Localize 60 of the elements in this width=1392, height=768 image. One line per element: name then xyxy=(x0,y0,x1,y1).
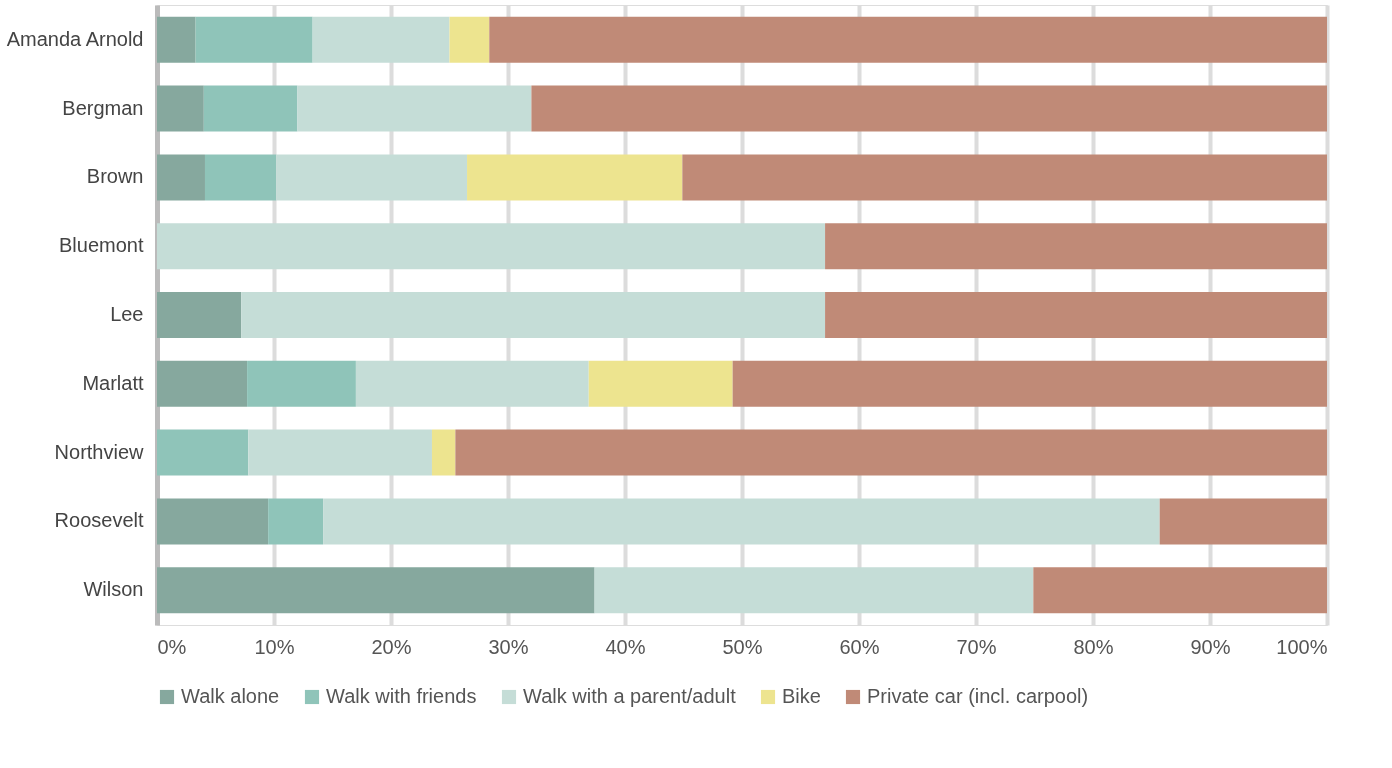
bar xyxy=(594,567,1034,614)
legend-label: Walk with a parent/adult xyxy=(523,685,737,707)
x-tick-label: 60% xyxy=(839,635,880,658)
bar xyxy=(682,154,1327,201)
y-tick-label: Bergman xyxy=(62,96,144,119)
x-tick-label: 80% xyxy=(1073,635,1114,658)
bar xyxy=(323,498,1160,545)
bar xyxy=(1159,498,1327,545)
x-tick-label: 90% xyxy=(1190,635,1231,658)
bar xyxy=(467,154,683,201)
bar xyxy=(732,360,1327,407)
bar xyxy=(241,292,826,338)
x-tick-label: 40% xyxy=(605,635,646,658)
y-tick-label: Brown xyxy=(86,165,144,188)
bar xyxy=(355,360,589,407)
y-tick-label: Roosevelt xyxy=(54,509,144,532)
bar xyxy=(157,85,204,132)
x-tick-label: 30% xyxy=(488,635,529,658)
legend-label: Walk with friends xyxy=(326,685,477,707)
bar xyxy=(157,360,248,407)
bar xyxy=(195,16,313,63)
y-tick-label: Northview xyxy=(54,440,145,463)
bar xyxy=(248,429,432,476)
bar xyxy=(268,498,324,545)
bar xyxy=(297,85,532,132)
x-tick-label: 50% xyxy=(722,635,763,658)
x-tick-label: 100% xyxy=(1276,635,1328,658)
legend-label: Private car (incl. carpool) xyxy=(867,685,1089,707)
bar xyxy=(247,360,356,407)
bar xyxy=(312,16,450,63)
y-tick-label: Lee xyxy=(110,303,144,325)
bar xyxy=(588,360,733,407)
bar xyxy=(157,154,205,201)
bar xyxy=(157,223,826,270)
bar xyxy=(449,16,490,63)
bar xyxy=(157,498,269,545)
bar xyxy=(825,223,1327,270)
x-tick-label: 10% xyxy=(254,635,295,658)
legend-label: Walk alone xyxy=(181,685,280,707)
x-tick-label: 0% xyxy=(157,635,187,658)
bar xyxy=(489,16,1327,63)
bar xyxy=(1033,567,1327,614)
y-tick-label: Amanda Arnold xyxy=(6,27,144,50)
y-tick-label: Wilson xyxy=(83,578,144,601)
y-tick-label: Marlatt xyxy=(82,371,144,394)
x-tick-label: 20% xyxy=(371,635,412,658)
bar xyxy=(431,429,456,476)
bar xyxy=(157,429,249,476)
bar xyxy=(203,85,298,132)
y-tick-label: Bluemont xyxy=(59,234,144,257)
bar xyxy=(825,292,1327,338)
legend-label: Bike xyxy=(782,685,821,707)
x-tick-label: 70% xyxy=(956,635,997,658)
bar xyxy=(157,292,242,338)
bar xyxy=(157,16,196,63)
bar xyxy=(204,154,277,201)
bar xyxy=(157,567,595,614)
bar xyxy=(276,154,468,201)
bar xyxy=(455,429,1327,476)
bar xyxy=(531,85,1327,132)
